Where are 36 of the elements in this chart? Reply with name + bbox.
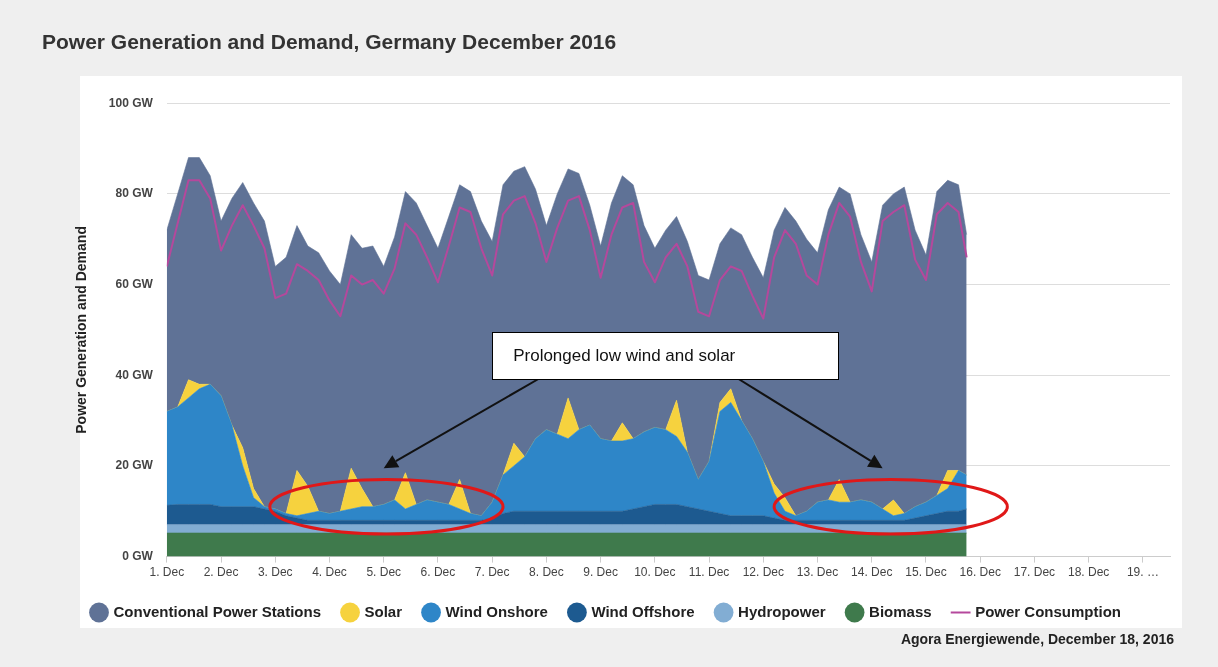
x-tick-label: 5. Dec — [366, 565, 402, 580]
callout-box: Prolonged low wind and solar — [492, 332, 840, 380]
x-tick-label: 13. Dec — [796, 565, 839, 580]
y-axis-title: Power Generation and Demand — [73, 226, 90, 434]
y-tick-label: 40 GW — [115, 367, 154, 382]
x-tick-label: 18. Dec — [1067, 565, 1110, 580]
x-tick-label: 9. Dec — [583, 565, 618, 580]
x-tick-label: 3. Dec — [257, 565, 293, 580]
y-tick-label: 100 GW — [108, 95, 154, 110]
x-tick-label: 15. Dec — [905, 565, 947, 580]
x-tick-label: 7. Dec — [474, 565, 510, 580]
legend-label: Hydropower — [738, 602, 826, 620]
x-tick-label: 19. … — [1126, 565, 1159, 580]
x-tick-label: 16. Dec — [959, 565, 1001, 580]
y-tick-label: 0 GW — [122, 548, 154, 563]
x-tick-label: 6. Dec — [420, 565, 456, 580]
chart-title: Power Generation and Demand, Germany December 2016 — [42, 30, 617, 54]
legend-label: Wind Onshore — [445, 602, 548, 620]
legend-label: Biomass — [869, 602, 932, 620]
legend-label: Conventional Power Stations — [113, 602, 322, 620]
legend-label: Power Consumption — [975, 602, 1121, 620]
text: Agora Energiewende, December 18, 2016 — [900, 631, 1174, 647]
legend-label: Wind Offshore — [591, 602, 695, 620]
x-tick-label: 10. Dec — [634, 565, 676, 580]
x-tick-label: 11. Dec — [688, 565, 730, 580]
x-tick-label: 8. Dec — [529, 565, 564, 580]
x-tick-label: 14. Dec — [851, 565, 893, 580]
x-tick-label: 12. Dec — [742, 565, 784, 580]
x-tick-label: 1. Dec — [149, 565, 185, 580]
x-tick-label: 4. Dec — [312, 565, 347, 580]
y-tick-label: 80 GW — [115, 186, 154, 201]
x-tick-label: 2. Dec — [203, 565, 239, 580]
legend-label: Solar — [364, 602, 403, 620]
y-tick-label: 60 GW — [115, 276, 154, 291]
x-tick-label: 17. Dec — [1013, 565, 1056, 580]
y-tick-label: 20 GW — [115, 458, 154, 473]
